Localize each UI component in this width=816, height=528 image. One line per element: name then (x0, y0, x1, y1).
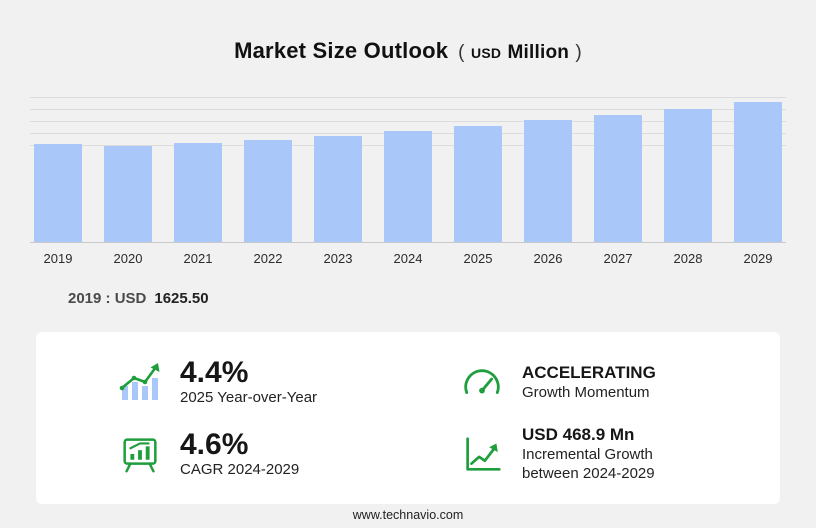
chart-board-icon (116, 430, 164, 478)
baseline-note-value: 1625.50 (154, 290, 209, 307)
stat-incremental-label-line1: Incremental Growth (522, 446, 653, 464)
x-axis-label-2022: 2022 (253, 251, 283, 266)
baseline-note-label: 2019 : USD (68, 290, 147, 307)
stat-momentum-label: Growth Momentum (522, 383, 650, 401)
gridline (30, 121, 786, 122)
footer-url: www.technavio.com (352, 508, 464, 522)
x-axis-label-2028: 2028 (673, 251, 703, 266)
stat-incremental-value: USD 468.9 Mn (522, 425, 635, 445)
x-axis-label-2026: 2026 (533, 251, 563, 266)
bar-2022 (244, 140, 292, 242)
bar-2024 (384, 130, 432, 242)
x-axis-label-2019: 2019 (43, 251, 73, 266)
x-axis-labels: 2019 2020 2021 2022 2023 2024 2025 2026 2027 2028… (30, 243, 786, 266)
bar-2021 (174, 143, 222, 242)
x-axis-label-2024: 2024 (393, 251, 423, 266)
stat-momentum: ACCELERATING Growth Momentum (408, 358, 750, 406)
stats-panel: 4.4% 2025 Year-over-Year ACCELERATING Gr… (36, 332, 780, 504)
bar-2025 (454, 125, 502, 242)
bar-2027 (594, 114, 642, 242)
stat-incremental-label-line2: between 2024-2029 (522, 465, 655, 483)
speedometer-icon (458, 358, 506, 406)
stat-cagr: 4.6% CAGR 2024-2029 (66, 428, 408, 480)
page-title-unit: ( USD Million ) (458, 42, 582, 63)
stat-incremental-text: USD 468.9 Mn Incremental Growth between … (522, 424, 655, 484)
x-axis-label-2023: 2023 (323, 251, 353, 266)
bar-2029 (734, 102, 782, 242)
stat-cagr-label: CAGR 2024-2029 (180, 461, 300, 479)
stat-yoy: 4.4% 2025 Year-over-Year (66, 356, 408, 408)
stat-yoy-value: 4.4% (180, 356, 249, 390)
stat-cagr-value: 4.6% (180, 428, 249, 462)
x-axis-label-2029: 2029 (743, 251, 773, 266)
stat-yoy-text: 4.4% 2025 Year-over-Year (180, 356, 317, 408)
x-axis-label-2027: 2027 (603, 251, 633, 266)
x-axis-label-2020: 2020 (113, 251, 143, 266)
page-title: Market Size Outlook ( USD Million ) (0, 0, 816, 64)
bar-2023 (314, 136, 362, 242)
bar-chart-trend-icon (116, 358, 164, 406)
stat-incremental: USD 468.9 Mn Incremental Growth between … (408, 424, 750, 484)
stat-cagr-text: 4.6% CAGR 2024-2029 (180, 428, 299, 480)
bar-2026 (524, 120, 572, 242)
bar-2020 (104, 145, 152, 242)
gridline (30, 109, 786, 110)
stat-momentum-text: ACCELERATING Growth Momentum (522, 362, 656, 403)
x-axis-label-2021: 2021 (183, 251, 213, 266)
growth-axis-icon (458, 430, 506, 478)
bar-2019 (34, 144, 82, 242)
gridline (30, 97, 786, 98)
x-axis-label-2025: 2025 (463, 251, 493, 266)
bar-series (30, 98, 786, 242)
plot-area (30, 97, 786, 243)
stat-momentum-value: ACCELERATING (522, 362, 656, 382)
bar-chart: 2019 2020 2021 2022 2023 2024 2025 2026 2027 2028… (30, 97, 786, 266)
baseline-value-note: 2019 : USD 1625.50 (68, 290, 816, 307)
bar-2028 (664, 108, 712, 242)
page-title-main: Market Size Outlook (234, 38, 449, 63)
stat-yoy-label: 2025 Year-over-Year (180, 389, 318, 407)
